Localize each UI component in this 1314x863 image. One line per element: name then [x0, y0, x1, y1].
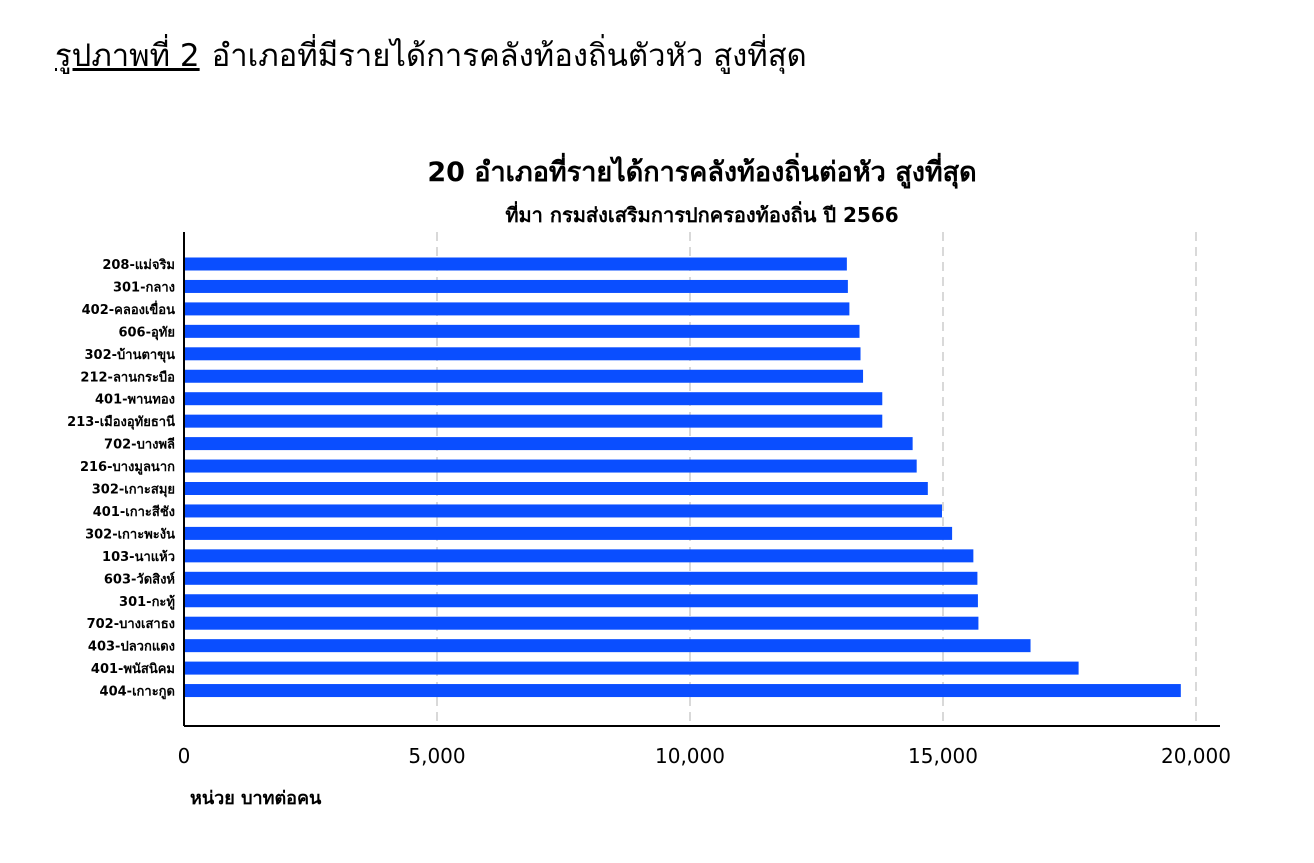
category-label: 213-เมืองอุทัยธานี [67, 414, 175, 430]
bar [184, 549, 974, 563]
bar [184, 616, 979, 630]
category-label: 208-แม่จริม [102, 258, 175, 273]
category-label: 302-เกาะสมุย [92, 483, 175, 498]
category-label: 216-บางมูลนาก [80, 460, 175, 475]
category-label: 403-ปลวกแดง [88, 640, 175, 655]
bar [184, 324, 860, 338]
bar [184, 437, 913, 451]
x-tick-label: 20,000 [1161, 744, 1231, 768]
bar [184, 504, 942, 518]
category-label: 302-บ้านตาขุน [85, 347, 176, 363]
bar [184, 414, 883, 428]
bar [184, 459, 917, 473]
category-label: 401-เกาะสีชัง [93, 504, 175, 520]
category-label: 301-กะทู้ [119, 594, 175, 610]
bar [184, 661, 1079, 675]
bar [184, 279, 848, 293]
category-label: 404-เกาะกูด [100, 685, 175, 700]
category-label: 603-วัดสิงห์ [104, 571, 175, 587]
x-tick-label: 5,000 [408, 744, 465, 768]
category-label: 301-กลาง [113, 280, 175, 295]
category-label: 702-บางพลี [104, 437, 175, 453]
figure-number: รูปภาพที่ 2 [55, 38, 200, 74]
category-label: 402-คลองเขื่อน [82, 300, 175, 318]
bar [184, 526, 953, 540]
bar [184, 482, 928, 495]
bar [184, 571, 978, 585]
x-tick-labels: 0 5,000 10,000 15,000 20,000 [178, 744, 1231, 768]
x-tick-label: 10,000 [655, 744, 725, 768]
category-label: 401-พานทอง [95, 393, 175, 408]
bar [184, 369, 864, 383]
category-label: 606-อุทัย [118, 325, 175, 340]
bar [184, 392, 883, 406]
bars [184, 257, 1181, 698]
bar [184, 639, 1031, 653]
figure-caption-text: อำเภอที่มีรายได้การคลังท้องถิ่นตัวหัว สู… [211, 38, 807, 74]
chart-title: 20 อำเภอที่รายได้การคลังท้องถิ่นต่อหัว ส… [427, 152, 976, 189]
category-labels: 208-แม่จริม 301-กลาง 402-คลองเขื่อน 606-อุท… [67, 258, 175, 700]
category-label: 103-นาแห้ว [102, 549, 175, 565]
x-tick-label: 0 [178, 744, 191, 768]
figure-caption: รูปภาพที่ 2 อำเภอที่มีรายได้การคลังท้องถิ… [55, 30, 807, 80]
bar [184, 594, 978, 608]
bar [184, 257, 847, 271]
chart-subtitle: ที่มา กรมส่งเสริมการปกครองท้องถิ่น ปี 25… [505, 200, 898, 227]
category-label: 302-เกาะพะงัน [85, 527, 175, 542]
bar [184, 684, 1181, 698]
category-label: 401-พนัสนิคม [91, 662, 175, 677]
category-label: 212-ลานกระบือ [80, 369, 175, 385]
x-axis-unit-label: หน่วย บาทต่อคน [190, 788, 322, 809]
bar [184, 347, 861, 361]
bar [184, 302, 850, 316]
category-label: 702-บางเสาธง [87, 617, 175, 632]
x-tick-label: 15,000 [908, 744, 978, 768]
